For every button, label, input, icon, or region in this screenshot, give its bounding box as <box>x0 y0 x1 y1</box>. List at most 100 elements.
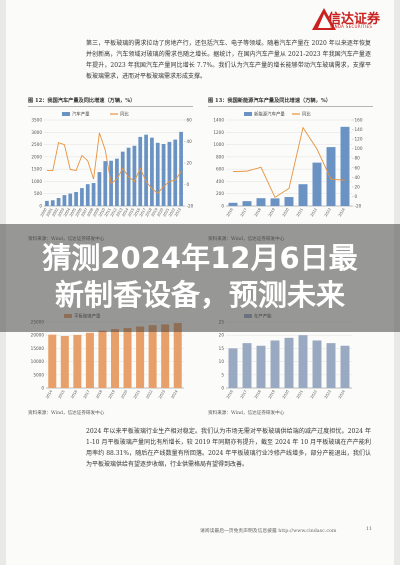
y2-tick-label: 160 <box>355 118 363 123</box>
x-tick-label: 2023 <box>174 208 182 218</box>
y2-tick-label: 40 <box>355 175 361 180</box>
headline: 猜测2024年12月6日最 新制香设备，预测未来 <box>0 240 400 314</box>
bar <box>48 334 57 388</box>
y-tick-label: 3500 <box>31 118 42 123</box>
x-tick-label: 2016 <box>133 207 141 218</box>
bar <box>97 172 102 206</box>
x-tick-label: 2023 <box>158 390 166 400</box>
y-tick-label: 0 <box>41 386 44 391</box>
y2-tick-label: 20 <box>187 161 193 166</box>
x-tick-label: 2006 <box>75 207 83 218</box>
x-tick-label: 2008 <box>86 207 94 218</box>
bar <box>312 162 322 206</box>
x-tick-label: 2024 <box>338 207 346 218</box>
x-tick-label: 2016 <box>226 389 234 400</box>
y2-tick-label: 0 <box>187 182 190 187</box>
y-tick-label: 400 <box>216 179 224 184</box>
x-tick-label: 2000 <box>40 207 48 218</box>
x-tick-label: 2023 <box>324 208 332 218</box>
figure-source: 资料来源：Wind，信达证券研发中心 <box>28 411 105 416</box>
bar <box>161 144 166 206</box>
y-tick-label: 20 <box>219 333 225 338</box>
footer-note: 请阅读最后一页免责声明及信息披露 http://www.cindasc.com <box>200 529 337 534</box>
y2-tick-label: 60 <box>355 165 361 170</box>
bar <box>228 348 238 388</box>
figure-source: 资料来源：Wind，信达证券研发中心 <box>208 411 285 416</box>
x-tick-label: 2022 <box>145 390 153 400</box>
bar <box>148 325 157 388</box>
bar <box>155 142 160 206</box>
x-tick-label: 2019 <box>108 389 116 400</box>
logo-mark <box>312 8 336 30</box>
x-tick-label: 2001 <box>46 208 54 218</box>
y2-tick-label: 60 <box>187 118 193 123</box>
bar <box>85 184 90 206</box>
bar <box>270 198 280 206</box>
y2-tick-label: 120 <box>355 137 363 142</box>
x-tick-label: 2022 <box>310 390 318 400</box>
x-tick-label: 2021 <box>133 390 141 400</box>
y-tick-label: 1200 <box>213 130 224 135</box>
bar <box>173 139 178 206</box>
y2-tick-label: -20 <box>355 204 362 209</box>
y-tick-label: 20000 <box>31 333 45 338</box>
line-series <box>232 126 346 199</box>
headline-line: 猜测2024年12月6日最 <box>42 241 358 275</box>
bar <box>120 151 125 206</box>
y-tick-label: 200 <box>216 191 224 196</box>
x-tick-label: 2017 <box>139 208 147 218</box>
bar <box>179 131 183 206</box>
x-tick-label: 2010 <box>98 207 106 218</box>
y-tick-label: 1000 <box>213 142 224 147</box>
bar <box>56 198 61 206</box>
x-tick-label: 2011 <box>104 208 112 218</box>
y-tick-label: 15 <box>219 346 225 351</box>
y-tick-label: 5 <box>221 372 224 377</box>
x-tick-label: 2005 <box>69 208 77 218</box>
bar <box>256 198 266 206</box>
bar <box>132 145 137 206</box>
x-tick-label: 2019 <box>268 389 276 400</box>
paragraph: 第三，平板玻璃的需求拉动了房地产行，还包括汽车、电子等领域。随着汽车产量在 20… <box>86 40 371 80</box>
figure-title: 图 13：我国新能源汽车产量及同比增速（万辆，%） <box>208 98 331 104</box>
figure-rule <box>208 106 373 107</box>
y-tick-label: 10000 <box>31 359 45 364</box>
legend-swatch <box>62 112 70 116</box>
y-tick-label: 15000 <box>31 346 45 351</box>
figure-rule <box>28 106 193 107</box>
x-tick-label: 2019 <box>151 207 159 218</box>
x-tick-label: 2016 <box>226 207 234 218</box>
bar <box>173 323 182 388</box>
bar <box>298 335 308 388</box>
y-tick-label: 1400 <box>213 118 224 123</box>
bar <box>150 137 154 206</box>
x-tick-label: 2014 <box>45 389 53 400</box>
bar <box>80 188 84 206</box>
x-tick-label: 2020 <box>282 207 290 218</box>
page-number: 11 <box>366 527 373 532</box>
bar <box>144 134 148 206</box>
y-tick-label: 600 <box>216 167 224 172</box>
bar <box>228 202 238 206</box>
bar <box>68 193 73 206</box>
y-tick-label: 0 <box>221 204 224 209</box>
legend-label: 新能源汽车产量 <box>254 111 285 118</box>
y2-tick-label: 80 <box>355 156 361 161</box>
x-tick-label: 2021 <box>162 208 170 218</box>
x-tick-label: 2020 <box>282 389 290 400</box>
y-tick-label: 10 <box>219 359 225 364</box>
paragraph: 2024 年以来平板玻璃行业生产相对稳定。我们认为市场无需对平板玻璃供给端的减产… <box>86 428 371 468</box>
x-tick-label: 2017 <box>83 390 91 400</box>
x-tick-label: 2002 <box>51 208 59 218</box>
y2-tick-label: 20 <box>355 184 361 189</box>
y-tick-label: 500 <box>34 191 42 196</box>
y2-tick-label: 100 <box>355 146 363 151</box>
x-tick-label: 2020 <box>120 389 128 400</box>
bar <box>298 184 308 206</box>
bar <box>115 158 119 206</box>
bar <box>50 200 55 206</box>
x-tick-label: 2023 <box>324 390 332 400</box>
y2-tick-label: 0 <box>355 194 358 199</box>
